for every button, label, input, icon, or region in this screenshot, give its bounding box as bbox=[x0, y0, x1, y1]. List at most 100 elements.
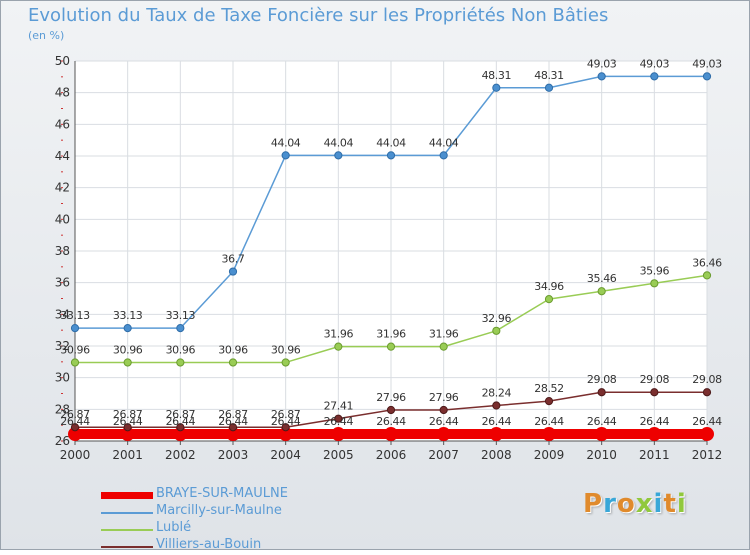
data-point bbox=[597, 287, 606, 296]
logo-letter: t bbox=[663, 489, 677, 519]
proxiti-logo: Proxiti bbox=[583, 489, 687, 519]
data-label: 26.87 bbox=[271, 408, 301, 421]
logo-letter: i bbox=[653, 489, 664, 519]
data-point bbox=[123, 423, 132, 432]
data-label: 26.87 bbox=[113, 408, 143, 421]
legend-swatch bbox=[101, 492, 153, 499]
legend-label: Lublé bbox=[156, 520, 192, 535]
data-point bbox=[439, 342, 448, 351]
data-label: 30.96 bbox=[271, 343, 301, 356]
data-point bbox=[176, 358, 185, 367]
data-point bbox=[647, 427, 662, 442]
data-label: 26.44 bbox=[587, 415, 617, 428]
data-point bbox=[436, 427, 451, 442]
data-label: 26.44 bbox=[429, 415, 459, 428]
data-point bbox=[228, 423, 238, 432]
data-point bbox=[281, 423, 290, 432]
data-point bbox=[70, 358, 80, 367]
data-label: 27.96 bbox=[429, 391, 459, 404]
data-label: 26.44 bbox=[60, 415, 90, 428]
data-label: 33.13 bbox=[60, 309, 90, 322]
data-label: 26.44 bbox=[218, 415, 248, 428]
data-label: 49.03 bbox=[640, 57, 670, 70]
data-label: 26.44 bbox=[376, 415, 406, 428]
data-label: 29.08 bbox=[587, 373, 617, 386]
data-label: 31.96 bbox=[429, 328, 459, 341]
legend-swatch bbox=[101, 546, 153, 548]
data-label: 29.08 bbox=[692, 373, 722, 386]
data-point bbox=[228, 267, 238, 276]
data-label: 44.04 bbox=[271, 136, 301, 149]
data-point bbox=[176, 423, 185, 432]
data-label: 44.04 bbox=[324, 136, 354, 149]
data-point bbox=[334, 342, 343, 351]
y-unit-label: (en %) bbox=[28, 29, 65, 42]
data-point bbox=[386, 151, 396, 160]
data-point bbox=[123, 358, 132, 367]
data-label: 26.87 bbox=[166, 408, 196, 421]
logo-letter: P bbox=[583, 489, 604, 519]
series-villiers-au-bouin bbox=[70, 388, 712, 432]
data-point bbox=[176, 324, 185, 333]
data-point bbox=[492, 401, 501, 410]
x-tick-label: 2000 bbox=[60, 448, 91, 462]
data-point bbox=[544, 295, 554, 304]
data-label-layer: 26.44 26.44 26.44 26.44 26.44 26.44 26.44 26.44… bbox=[60, 57, 722, 428]
data-point bbox=[331, 427, 346, 442]
data-label: 27.41 bbox=[324, 400, 354, 413]
data-label: 26.44 bbox=[640, 415, 670, 428]
data-point bbox=[702, 72, 712, 81]
data-point bbox=[70, 324, 80, 333]
data-point bbox=[702, 271, 712, 280]
data-label: 26.44 bbox=[534, 415, 564, 428]
data-label: 34.96 bbox=[534, 280, 564, 293]
data-label: 30.96 bbox=[218, 343, 248, 356]
data-point bbox=[334, 151, 343, 160]
x-tick-label: 2005 bbox=[323, 448, 354, 462]
x-tick-label: 2001 bbox=[112, 448, 143, 462]
data-point bbox=[544, 83, 554, 92]
data-label: 32.96 bbox=[482, 312, 512, 325]
data-label: 33.13 bbox=[113, 309, 143, 322]
logo-letter: i bbox=[676, 489, 687, 519]
data-point bbox=[542, 427, 556, 442]
data-point bbox=[334, 414, 343, 423]
data-label: 28.24 bbox=[482, 387, 512, 400]
data-label: 36.46 bbox=[692, 256, 722, 269]
data-label: 48.31 bbox=[482, 69, 512, 82]
data-label: 33.13 bbox=[166, 309, 196, 322]
x-tick-label: 2012 bbox=[692, 448, 723, 462]
data-point bbox=[650, 279, 659, 288]
data-point bbox=[492, 83, 501, 92]
data-label: 28.52 bbox=[534, 382, 564, 395]
data-label: 26.44 bbox=[324, 415, 354, 428]
series-braye-sur-maulne bbox=[68, 427, 714, 442]
data-label: 35.46 bbox=[587, 272, 617, 285]
grid-layer bbox=[74, 60, 708, 442]
data-point bbox=[386, 342, 396, 351]
series-marcilly-sur-maulne bbox=[70, 72, 712, 333]
data-label: 30.96 bbox=[60, 343, 90, 356]
logo-letter: o bbox=[616, 489, 636, 519]
data-label: 48.31 bbox=[534, 69, 564, 82]
data-label: 35.96 bbox=[640, 264, 670, 277]
data-point bbox=[489, 427, 504, 442]
data-label: 49.03 bbox=[692, 57, 722, 70]
data-point bbox=[439, 405, 448, 415]
chart-title: Evolution du Taux de Taxe Foncière sur l… bbox=[28, 5, 609, 26]
data-label: 30.96 bbox=[166, 343, 196, 356]
data-point bbox=[544, 397, 554, 406]
legend-label: Villiers-au-Bouin bbox=[156, 537, 262, 552]
x-tick-label: 2006 bbox=[376, 448, 407, 462]
data-label: 29.08 bbox=[640, 373, 670, 386]
data-label: 44.04 bbox=[376, 136, 406, 149]
data-point bbox=[439, 151, 448, 160]
data-label: 26.44 bbox=[166, 415, 196, 428]
series-lubl bbox=[70, 271, 712, 367]
x-tick-label: 2010 bbox=[586, 448, 617, 462]
legend-swatch bbox=[101, 512, 153, 514]
data-label: 26.44 bbox=[692, 415, 722, 428]
x-tick-label: 2003 bbox=[218, 448, 249, 462]
